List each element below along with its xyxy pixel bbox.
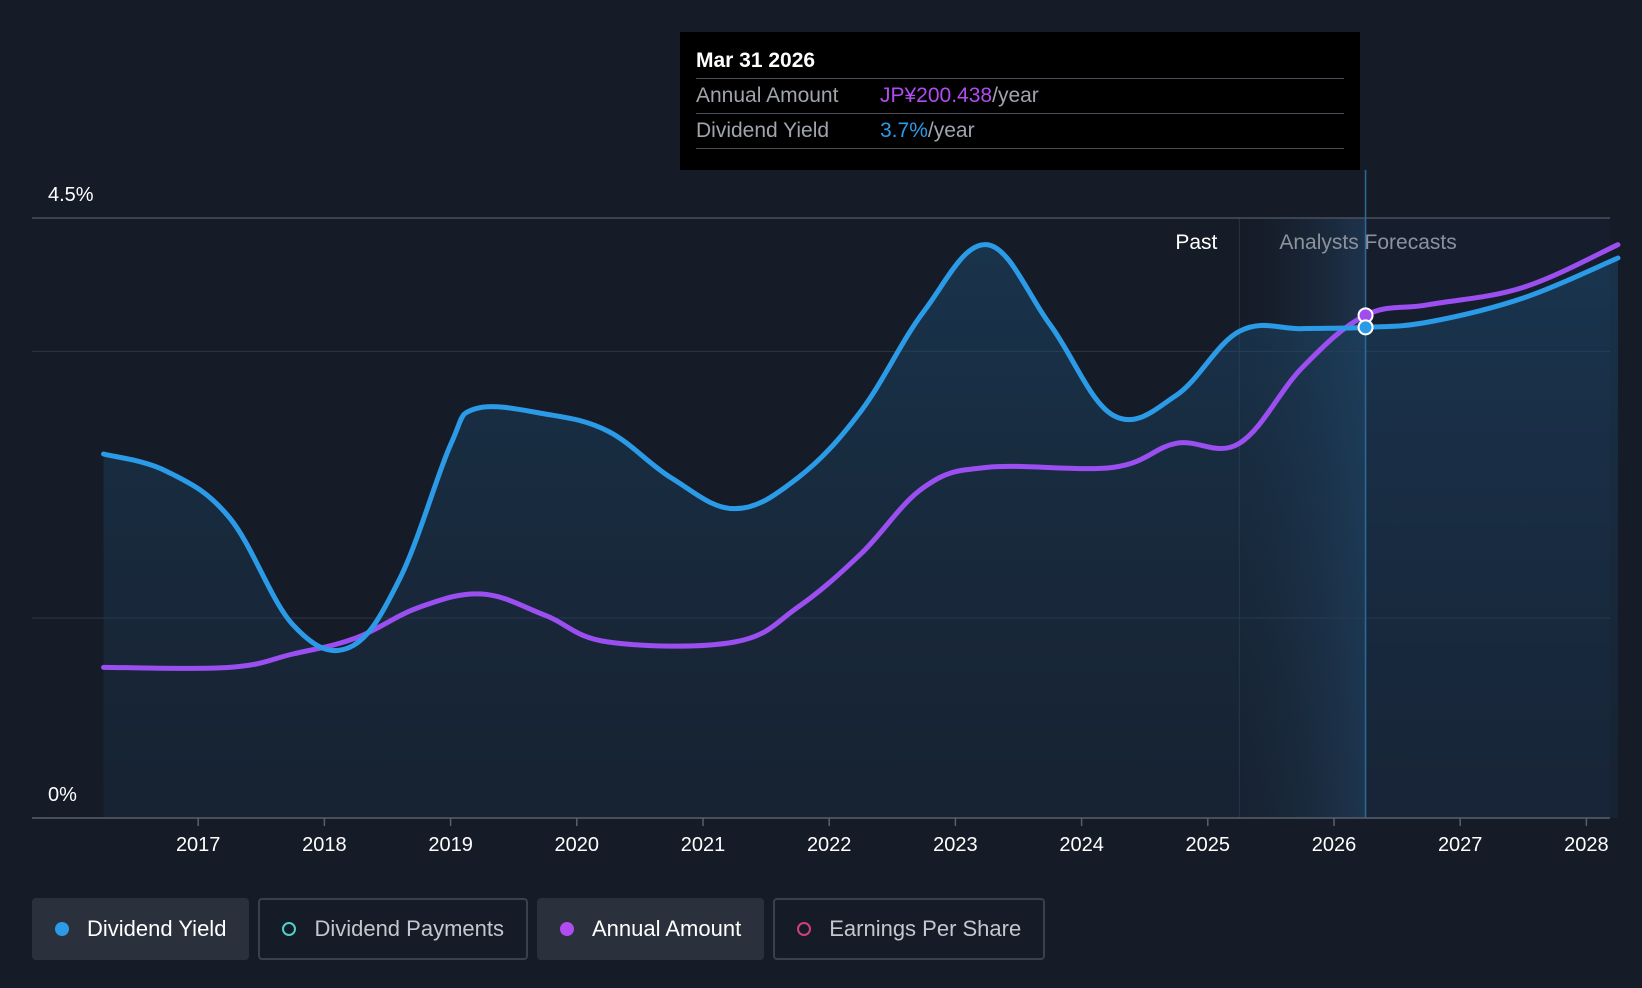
x-tick-label: 2027 xyxy=(1438,834,1483,856)
x-tick-label: 2026 xyxy=(1312,834,1357,856)
tooltip-yield-row: Dividend Yield 3.7% /year xyxy=(696,113,1344,149)
dividend-yield-line xyxy=(101,242,1621,654)
x-tick-label: 2028 xyxy=(1564,834,1609,856)
legend-dot-icon xyxy=(282,922,297,936)
legend-dot-icon xyxy=(55,922,69,936)
legend-earnings-per-share[interactable]: Earnings Per Share xyxy=(773,898,1046,960)
legend-dot-icon xyxy=(559,922,574,936)
legend-label: Dividend Yield xyxy=(87,916,227,941)
legend-annual-amount[interactable]: Annual Amount xyxy=(536,898,765,960)
x-tick-label: 2021 xyxy=(681,834,726,856)
dividend-yield-area xyxy=(103,244,1618,818)
legend-label: Earnings Per Share xyxy=(829,916,1022,941)
chart-tooltip: Mar 31 2026 Annual Amount JP¥200.438 /ye… xyxy=(680,32,1360,170)
chart-legend: Dividend Yield Dividend Payments Annual … xyxy=(32,898,1046,960)
x-tick-label: 2024 xyxy=(1059,834,1104,856)
y-tick-label-max: 4.5% xyxy=(48,184,94,206)
forecast-label: Analysts Forecasts xyxy=(1279,231,1456,254)
tooltip-date: Mar 31 2026 xyxy=(696,49,816,72)
tooltip-annual-row: Annual Amount JP¥200.438 /year xyxy=(696,78,1344,113)
x-tick-label: 2023 xyxy=(933,834,978,856)
tooltip-yield-value: 3.7% xyxy=(880,119,928,142)
annual-amount-line xyxy=(101,242,1621,671)
dividend-yield-marker xyxy=(1357,319,1374,336)
tooltip-annual-unit: /year xyxy=(992,84,1039,107)
tooltip-yield-label: Dividend Yield xyxy=(696,119,830,142)
x-tick-label: 2020 xyxy=(555,834,600,856)
tooltip-annual-value: JP¥200.438 xyxy=(880,84,993,107)
y-tick-label-min: 0% xyxy=(48,784,77,806)
x-tick-label: 2018 xyxy=(302,834,347,856)
x-tick-label: 2019 xyxy=(428,834,473,856)
x-tick-label: 2022 xyxy=(807,834,852,856)
legend-dividend-payments[interactable]: Dividend Payments xyxy=(258,898,528,960)
past-label: Past xyxy=(1175,231,1217,254)
tooltip-yield-unit: /year xyxy=(927,119,975,142)
tooltip-annual-label: Annual Amount xyxy=(696,84,839,107)
legend-dividend-yield[interactable]: Dividend Yield xyxy=(32,898,250,960)
x-tick-label: 2025 xyxy=(1186,834,1231,856)
legend-dot-icon xyxy=(797,922,812,936)
x-tick-label: 2017 xyxy=(176,834,221,856)
legend-label: Annual Amount xyxy=(591,916,742,941)
legend-label: Dividend Payments xyxy=(314,916,504,941)
